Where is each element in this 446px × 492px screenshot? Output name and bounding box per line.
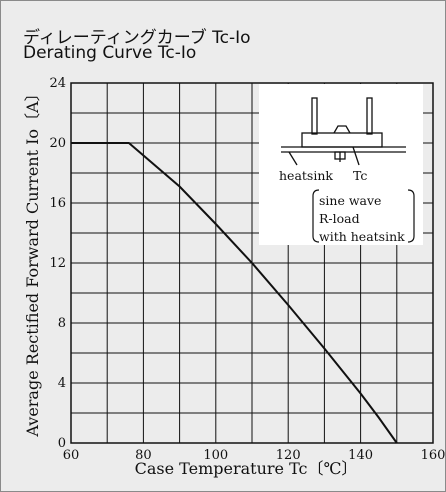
tc-label: Tc [353,168,367,183]
y-axis-label: Average Rectified Forward Current Io〔A〕 [23,85,42,437]
derating-curve-line [71,142,398,444]
right-lead [366,97,373,135]
condition-r-load: R-load [319,211,360,226]
x-axis-label: Case Temperature Tc〔℃〕 [135,459,358,478]
y-tick-label: 16 [49,196,66,211]
package-top-tab [333,125,351,134]
right-brace [407,189,415,243]
x-tick-label: 80 [135,448,152,463]
tc-pointer [352,146,360,166]
chart-title-english: Derating Curve Tc-Io [23,43,197,63]
inset-background [259,84,423,245]
left-brace [312,189,320,243]
plot-border [70,82,434,444]
y-tick-label: 8 [58,316,66,331]
left-lead [311,97,318,135]
x-tick-label: 160 [421,448,445,463]
chart-title-japanese: ディレーティングカーブ Tc-Io [23,28,251,48]
y-tick-label: 12 [49,256,66,271]
heatsink-diagram: heatsink Tc sine wave R-load with heatsi… [259,84,423,245]
y-tick-label: 0 [58,436,66,451]
x-tick-label: 60 [63,448,80,463]
y-tick-label: 20 [49,136,66,151]
heatsink-label: heatsink [279,168,333,183]
tick-labels: 60 80 100 120 140 160 0 4 8 12 16 20 24 [49,76,445,463]
x-tick-label: 100 [203,448,228,463]
x-tick-label: 140 [348,448,373,463]
x-tick-label: 120 [276,448,301,463]
condition-with-heatsink: with heatsink [319,229,405,244]
y-tick-label: 4 [58,376,66,391]
component-drawing [281,97,406,166]
heatsink-pointer [288,151,298,166]
condition-sine-wave: sine wave [319,193,381,208]
y-tick-label: 24 [49,76,66,91]
